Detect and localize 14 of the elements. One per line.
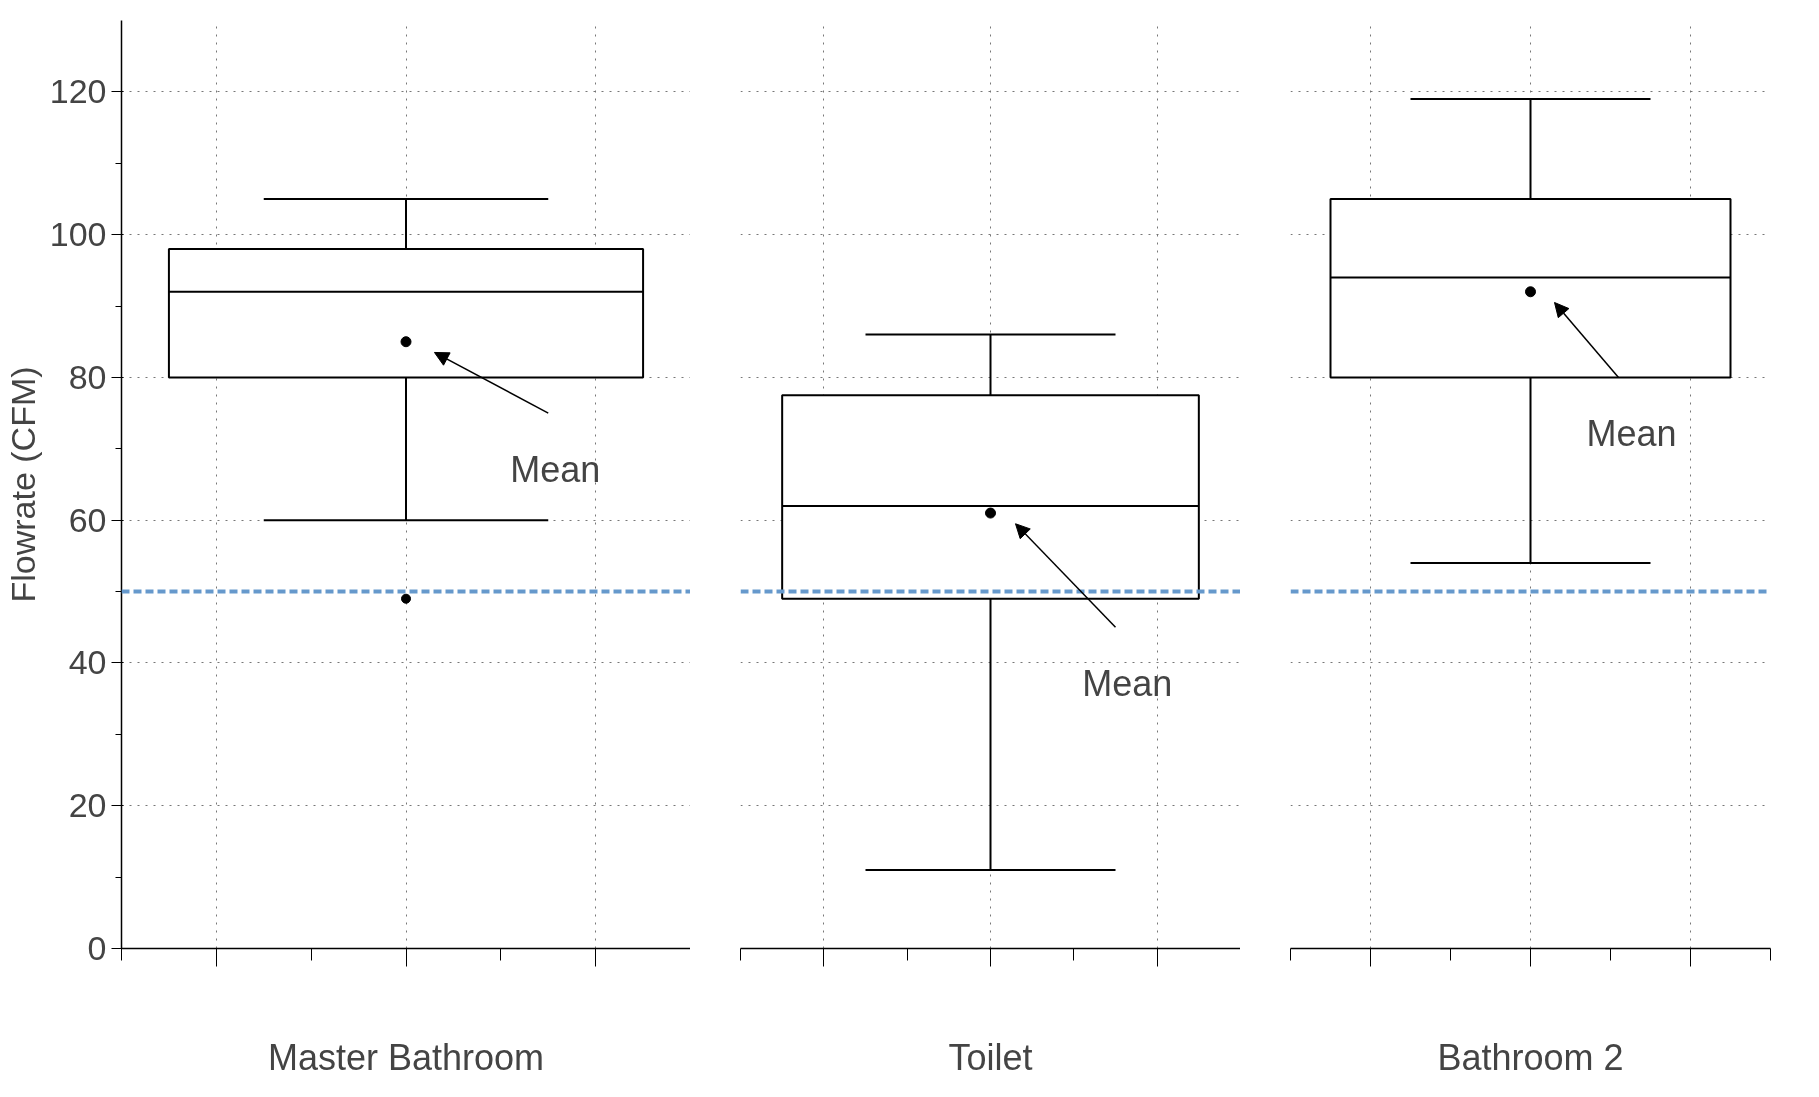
annotation: Mean [1586, 413, 1677, 455]
annotation: Mean [510, 448, 601, 490]
y-tick-label: 100 [49, 215, 107, 254]
x-tick-label: Toilet [948, 1036, 1033, 1078]
x-tick-label: Master Bathroom [267, 1036, 545, 1078]
y-tick-label: 60 [68, 500, 107, 539]
annotation: Mean [1082, 662, 1173, 704]
x-tick-label: Bathroom 2 [1437, 1036, 1624, 1078]
y-tick-label: 40 [68, 643, 107, 682]
y-tick-label: 20 [68, 786, 107, 825]
y-axis-title: Flowrate (CFM) [3, 366, 42, 603]
y-tick-label: 80 [68, 357, 107, 396]
y-tick-label: 0 [87, 929, 107, 967]
y-tick-label: 120 [49, 72, 107, 111]
